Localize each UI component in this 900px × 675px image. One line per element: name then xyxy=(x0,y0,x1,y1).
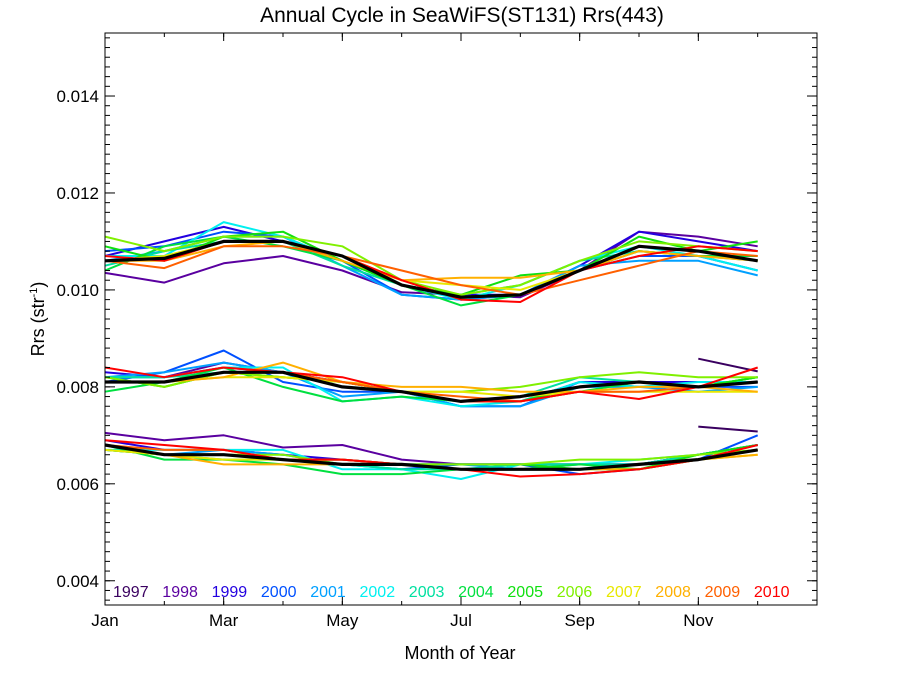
y-tick-label: 0.014 xyxy=(56,87,99,106)
chart-title: Annual Cycle in SeaWiFS(ST131) Rrs(443) xyxy=(260,4,664,27)
series-line-1997-lower xyxy=(698,425,758,433)
series-line-2008-middle xyxy=(105,361,758,393)
legend-entry-2004: 2004 xyxy=(458,584,494,601)
plot-frame xyxy=(104,32,818,606)
x-tick-label: Mar xyxy=(209,611,239,630)
legend-entry-2009: 2009 xyxy=(705,584,741,601)
x-tick-label: Nov xyxy=(683,611,714,630)
legend-entry-2007: 2007 xyxy=(606,584,642,601)
y-tick-label: 0.004 xyxy=(56,572,99,591)
x-tick-label: Jul xyxy=(450,611,472,630)
y-axis: 0.004 0.006 0.008 0.010 0.012 0.014 xyxy=(56,37,817,601)
legend-entry-2010: 2010 xyxy=(754,584,790,601)
y-tick-label: 0.010 xyxy=(56,281,99,300)
y-axis-label-superscript: -1 xyxy=(28,288,40,298)
mean-series-layer xyxy=(104,239,758,471)
y-tick-label: 0.006 xyxy=(56,475,99,494)
series-line-2008-upper xyxy=(105,240,758,282)
mean-line-middle xyxy=(105,370,758,403)
series-line-2009-upper xyxy=(104,245,758,296)
y-axis-label: Rrs (str-1) xyxy=(28,282,48,357)
legend-entry-2000: 2000 xyxy=(261,584,297,601)
legend-entry-2005: 2005 xyxy=(507,584,543,601)
x-tick-label: Jan xyxy=(91,611,118,630)
y-tick-label: 0.012 xyxy=(56,184,99,203)
x-axis: Jan Mar May Jul Sep Nov xyxy=(91,33,818,630)
series-line-2006-upper xyxy=(104,235,758,296)
legend-entry-1997: 1997 xyxy=(113,584,149,601)
x-tick-label: Sep xyxy=(565,611,595,630)
series-layer xyxy=(104,221,759,480)
y-axis-label-main: Rrs (str xyxy=(28,297,48,356)
legend-entry-2002: 2002 xyxy=(360,584,396,601)
x-tick-label: May xyxy=(326,611,359,630)
x-axis-label: Month of Year xyxy=(404,643,515,663)
y-tick-label: 0.008 xyxy=(56,378,99,397)
legend-entry-1999: 1999 xyxy=(212,584,248,601)
legend-entry-2006: 2006 xyxy=(557,584,593,601)
legend-entry-2003: 2003 xyxy=(409,584,445,601)
y-axis-label-tail: ) xyxy=(28,282,48,288)
series-line-1997-middle xyxy=(698,357,758,373)
mean-line-upper xyxy=(104,239,758,299)
legend-entry-2008: 2008 xyxy=(655,584,691,601)
mean-line-lower xyxy=(104,443,758,471)
legend-entry-1998: 1998 xyxy=(162,584,198,601)
legend-entry-2001: 2001 xyxy=(310,584,346,601)
legend: 1997 1998 1999 2000 2001 2002 2003 2004 2005 2006… xyxy=(113,584,790,601)
